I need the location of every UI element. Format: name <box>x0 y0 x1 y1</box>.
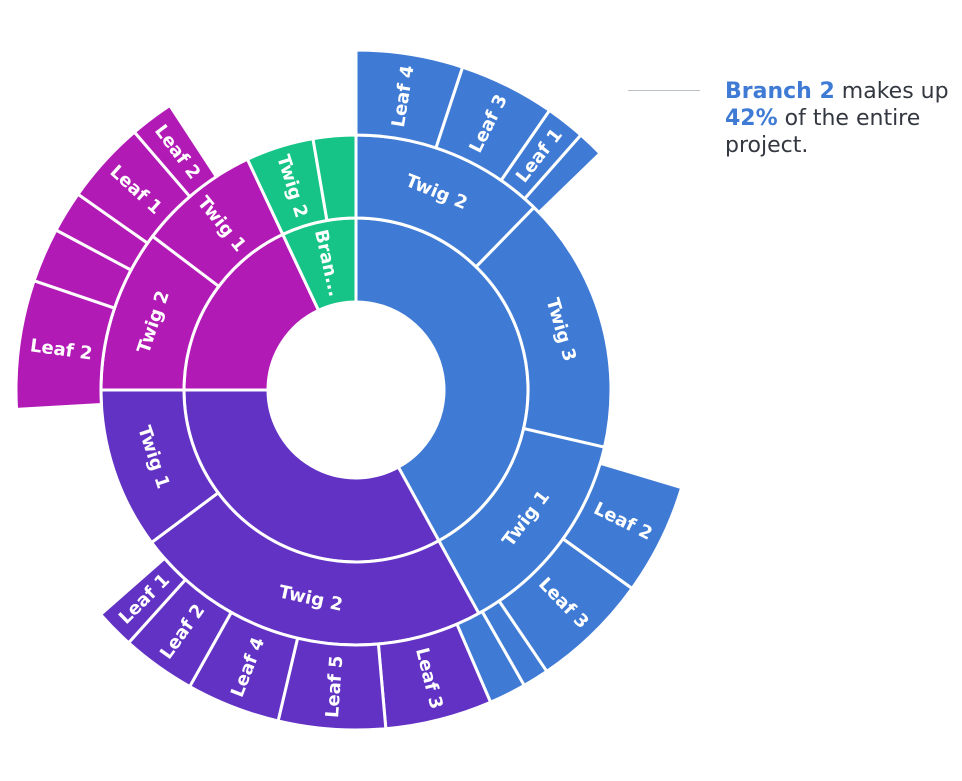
middle-ring-segment-8[interactable] <box>311 133 358 223</box>
callout-annotation: Branch 2 makes up 42% of the entire proj… <box>725 78 950 159</box>
callout-percentage: 42% <box>725 106 778 131</box>
outer-ring-segment-3[interactable] <box>522 132 603 215</box>
callout-text-part-1: makes up <box>834 79 949 104</box>
outer-ring-segment-13[interactable] <box>98 556 188 645</box>
outer-ring-segment-19[interactable] <box>132 103 219 199</box>
sunburst-center-hole <box>268 302 444 478</box>
outer-ring-label-10: Leaf 5 <box>322 655 347 719</box>
callout-text-part-2: of the entire project. <box>725 106 921 158</box>
callout-branch-name: Branch 2 <box>725 79 835 104</box>
callout-leader-line <box>628 90 700 91</box>
